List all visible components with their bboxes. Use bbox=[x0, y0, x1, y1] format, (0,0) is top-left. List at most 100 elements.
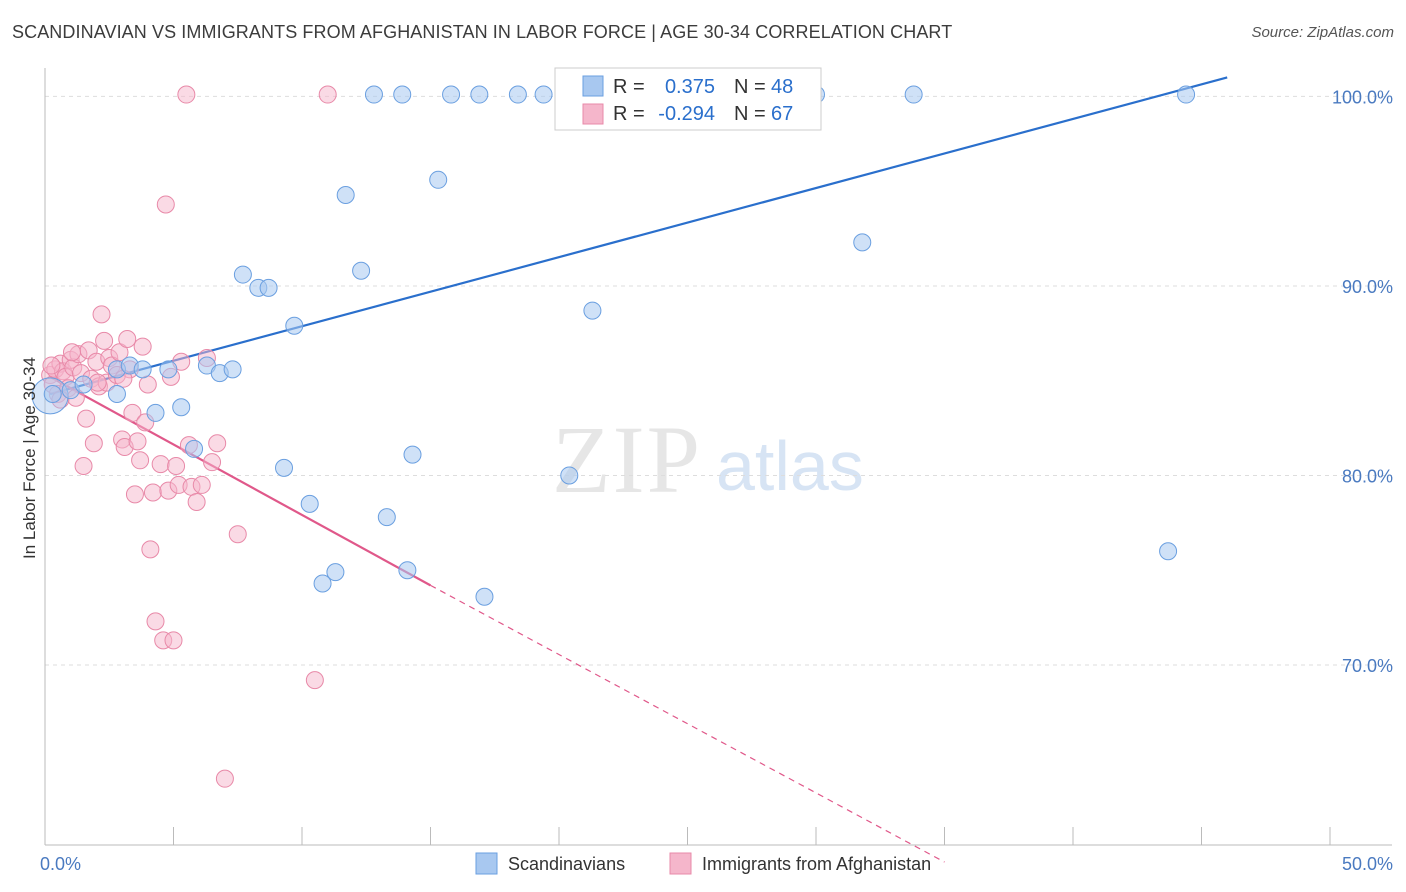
point-scandinavians-0 bbox=[43, 384, 62, 403]
point-scandinavians-18 bbox=[285, 316, 304, 335]
point-scandinavians-24 bbox=[364, 85, 383, 104]
point-afghanistan-58 bbox=[215, 769, 234, 788]
point-afghanistan-57 bbox=[208, 434, 227, 453]
legend-r-label-pink: R = bbox=[613, 103, 645, 125]
stats-legend: R = 0.375 N = 48 R = -0.294 N = 67 bbox=[554, 67, 822, 131]
point-afghanistan-43 bbox=[156, 195, 175, 214]
point-scandinavians-33 bbox=[508, 85, 527, 104]
point-afghanistan-40 bbox=[146, 612, 165, 631]
point-scandinavians-17 bbox=[275, 458, 294, 477]
legend-n-value-blue: 48 bbox=[771, 76, 793, 98]
point-scandinavians-8 bbox=[159, 360, 178, 379]
y-tick-label-0: 70.0% bbox=[1342, 656, 1393, 676]
point-afghanistan-21 bbox=[95, 331, 114, 350]
y-tick-label-2: 90.0% bbox=[1342, 277, 1393, 297]
x-tick-label-0: 0.0% bbox=[40, 854, 81, 874]
blue-points bbox=[31, 85, 1196, 606]
point-afghanistan-20 bbox=[92, 305, 111, 324]
y-axis-label: In Labor Force | Age 30-34 bbox=[20, 357, 39, 559]
point-afghanistan-35 bbox=[133, 337, 152, 356]
point-scandinavians-23 bbox=[352, 261, 371, 280]
point-afghanistan-60 bbox=[305, 671, 324, 690]
point-afghanistan-54 bbox=[192, 475, 211, 494]
point-afghanistan-41 bbox=[151, 455, 170, 474]
y-tick-label-1: 80.0% bbox=[1342, 466, 1393, 486]
grid-lines bbox=[45, 95, 1392, 666]
point-afghanistan-37 bbox=[138, 375, 157, 394]
point-afghanistan-38 bbox=[141, 540, 160, 559]
point-scandinavians-6 bbox=[133, 360, 152, 379]
point-scandinavians-22 bbox=[336, 185, 355, 204]
point-scandinavians-26 bbox=[393, 85, 412, 104]
point-scandinavians-32 bbox=[475, 587, 494, 606]
point-afghanistan-62 bbox=[42, 356, 61, 375]
point-scandinavians-25 bbox=[377, 508, 396, 527]
series-legend-label-blue: Scandinavians bbox=[508, 854, 625, 874]
trend-line-afghanistan bbox=[49, 375, 432, 587]
point-afghanistan-53 bbox=[187, 492, 206, 511]
trend-line-afghanistan-extension bbox=[430, 584, 945, 863]
legend-r-value-blue: 0.375 bbox=[665, 76, 715, 98]
point-scandinavians-47 bbox=[1177, 85, 1196, 104]
point-afghanistan-34 bbox=[131, 451, 150, 470]
point-scandinavians-10 bbox=[185, 439, 204, 458]
point-scandinavians-34 bbox=[534, 85, 553, 104]
point-scandinavians-36 bbox=[560, 466, 579, 485]
legend-n-label-pink: N = bbox=[734, 103, 766, 125]
chart-title: SCANDINAVIAN VS IMMIGRANTS FROM AFGHANIS… bbox=[12, 22, 953, 42]
axes bbox=[44, 68, 1392, 846]
series-legend-label-pink: Immigrants from Afghanistan bbox=[702, 854, 931, 874]
point-afghanistan-50 bbox=[177, 85, 196, 104]
x-tick-label-1: 50.0% bbox=[1342, 854, 1393, 874]
point-scandinavians-14 bbox=[233, 265, 252, 284]
point-scandinavians-29 bbox=[429, 170, 448, 189]
point-afghanistan-64 bbox=[62, 343, 81, 362]
pink-points bbox=[41, 85, 337, 788]
point-scandinavians-46 bbox=[1159, 542, 1178, 561]
point-scandinavians-2 bbox=[74, 375, 93, 394]
legend-r-label-blue: R = bbox=[613, 76, 645, 98]
point-scandinavians-20 bbox=[313, 574, 332, 593]
legend-swatch-blue bbox=[582, 75, 604, 97]
trend-lines bbox=[49, 76, 1228, 863]
point-scandinavians-21 bbox=[326, 563, 345, 582]
point-afghanistan-47 bbox=[167, 456, 186, 475]
point-afghanistan-33 bbox=[128, 432, 147, 451]
point-afghanistan-17 bbox=[84, 434, 103, 453]
x-tick-labels: 0.0% 50.0% bbox=[40, 854, 1393, 874]
chart-source: Source: ZipAtlas.com bbox=[1251, 24, 1394, 41]
point-afghanistan-56 bbox=[203, 453, 222, 472]
watermark-atlas: atlas bbox=[716, 427, 864, 505]
point-scandinavians-7 bbox=[146, 403, 165, 422]
point-afghanistan-31 bbox=[123, 403, 142, 422]
trend-line-scandinavians bbox=[49, 76, 1228, 396]
series-legend-swatch-pink bbox=[669, 852, 692, 875]
point-scandinavians-27 bbox=[398, 561, 417, 580]
point-scandinavians-4 bbox=[107, 384, 126, 403]
point-scandinavians-13 bbox=[223, 360, 242, 379]
point-scandinavians-30 bbox=[442, 85, 461, 104]
point-scandinavians-31 bbox=[470, 85, 489, 104]
point-scandinavians-45 bbox=[904, 85, 923, 104]
point-afghanistan-61 bbox=[318, 85, 337, 104]
y-tick-labels: 70.0% 80.0% 90.0% 100.0% bbox=[1332, 87, 1393, 676]
point-afghanistan-46 bbox=[164, 631, 183, 650]
point-scandinavians-9 bbox=[172, 398, 191, 417]
series-legend: Scandinavians Immigrants from Afghanista… bbox=[475, 852, 931, 875]
point-afghanistan-59 bbox=[228, 525, 247, 544]
point-scandinavians-44 bbox=[853, 233, 872, 252]
legend-swatch-pink bbox=[582, 103, 604, 125]
point-afghanistan-14 bbox=[77, 409, 96, 428]
point-afghanistan-32 bbox=[125, 485, 144, 504]
y-tick-label-3: 100.0% bbox=[1332, 87, 1393, 107]
point-afghanistan-13 bbox=[74, 456, 93, 475]
point-scandinavians-28 bbox=[403, 445, 422, 464]
point-scandinavians-19 bbox=[300, 494, 319, 513]
legend-r-value-pink: -0.294 bbox=[658, 103, 715, 125]
watermark-zip: ZIP bbox=[552, 406, 702, 513]
point-scandinavians-38 bbox=[583, 301, 602, 320]
legend-n-label-blue: N = bbox=[734, 76, 766, 98]
point-afghanistan-29 bbox=[118, 330, 137, 349]
point-scandinavians-16 bbox=[259, 278, 278, 297]
series-legend-swatch-blue bbox=[475, 852, 498, 875]
